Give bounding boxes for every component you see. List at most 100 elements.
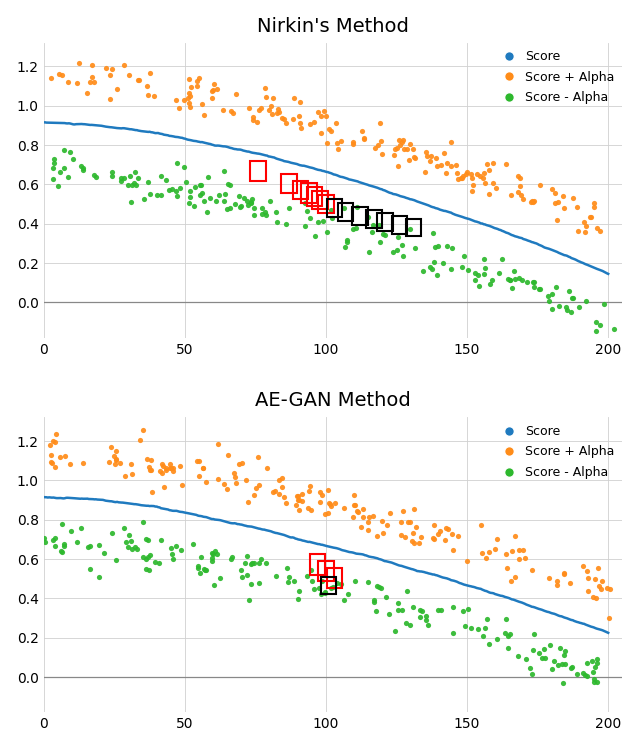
Point bbox=[54, 68, 65, 80]
Point bbox=[302, 570, 312, 582]
Point bbox=[46, 72, 56, 84]
Point bbox=[65, 459, 75, 470]
Point bbox=[293, 593, 303, 605]
Point bbox=[267, 108, 277, 120]
Point bbox=[284, 571, 294, 583]
Point bbox=[176, 544, 186, 556]
Point bbox=[323, 484, 333, 496]
Point bbox=[190, 181, 200, 193]
Point bbox=[330, 117, 340, 129]
Point bbox=[470, 268, 481, 280]
Point bbox=[484, 545, 494, 557]
Point bbox=[552, 579, 562, 591]
Point bbox=[393, 597, 403, 609]
Point bbox=[552, 575, 562, 587]
Point bbox=[50, 540, 60, 552]
Point bbox=[367, 510, 378, 522]
Point bbox=[452, 168, 463, 180]
Point bbox=[105, 94, 115, 105]
Point bbox=[292, 490, 303, 502]
Point bbox=[397, 505, 408, 517]
Point bbox=[397, 250, 408, 262]
Point bbox=[250, 209, 260, 221]
Point bbox=[342, 233, 352, 245]
Point bbox=[309, 117, 319, 129]
Point bbox=[157, 467, 167, 479]
Point bbox=[467, 179, 477, 191]
Point bbox=[548, 654, 559, 666]
Point bbox=[328, 580, 338, 592]
Point bbox=[528, 196, 538, 208]
Point bbox=[433, 527, 444, 539]
Point bbox=[390, 625, 400, 637]
Point bbox=[145, 188, 155, 200]
Point bbox=[582, 565, 592, 577]
Point bbox=[207, 555, 218, 567]
Point bbox=[587, 655, 597, 667]
Point bbox=[45, 439, 55, 451]
Point bbox=[123, 541, 133, 553]
Point bbox=[589, 201, 599, 213]
Point bbox=[193, 455, 204, 467]
Point bbox=[477, 172, 488, 184]
Point bbox=[253, 451, 263, 463]
Point bbox=[479, 167, 489, 179]
Point bbox=[564, 285, 574, 297]
Bar bbox=[307, 187, 323, 206]
Point bbox=[381, 591, 391, 603]
Point bbox=[228, 467, 239, 479]
Point bbox=[228, 107, 238, 119]
Point bbox=[368, 219, 378, 231]
Point bbox=[462, 554, 472, 566]
Point bbox=[549, 188, 559, 200]
Point bbox=[264, 104, 275, 116]
Point bbox=[293, 494, 303, 506]
Point bbox=[436, 604, 447, 616]
Point bbox=[392, 142, 402, 154]
Point bbox=[51, 428, 61, 440]
Point bbox=[305, 118, 315, 130]
Point bbox=[313, 105, 323, 117]
Point bbox=[431, 153, 441, 165]
Point bbox=[380, 229, 390, 241]
Point bbox=[248, 114, 259, 126]
Point bbox=[51, 461, 61, 473]
Point bbox=[490, 543, 500, 555]
Point bbox=[593, 562, 603, 574]
Point bbox=[323, 507, 333, 519]
Point bbox=[241, 473, 251, 485]
Point bbox=[126, 458, 136, 470]
Point bbox=[456, 172, 467, 184]
Bar bbox=[321, 577, 337, 595]
Point bbox=[223, 178, 233, 190]
Point bbox=[242, 194, 252, 206]
Point bbox=[429, 533, 440, 545]
Point bbox=[237, 457, 247, 469]
Point bbox=[488, 157, 499, 169]
Point bbox=[294, 494, 305, 506]
Point bbox=[518, 193, 529, 205]
Point bbox=[144, 564, 154, 576]
Point bbox=[116, 176, 126, 188]
Point bbox=[586, 212, 596, 224]
Point bbox=[588, 591, 598, 603]
Point bbox=[209, 78, 219, 90]
Point bbox=[348, 136, 358, 148]
Point bbox=[279, 491, 289, 503]
Point bbox=[156, 188, 166, 200]
Point bbox=[292, 490, 302, 502]
Point bbox=[585, 211, 595, 223]
Point bbox=[595, 319, 605, 331]
Point bbox=[194, 72, 204, 84]
Point bbox=[200, 564, 211, 576]
Point bbox=[589, 676, 599, 688]
Point bbox=[401, 617, 412, 629]
Point bbox=[461, 168, 471, 180]
Point bbox=[404, 516, 415, 528]
Point bbox=[302, 205, 312, 217]
Point bbox=[201, 564, 211, 576]
Point bbox=[213, 473, 223, 485]
Point bbox=[280, 497, 291, 509]
Bar bbox=[326, 199, 342, 217]
Point bbox=[513, 186, 523, 197]
